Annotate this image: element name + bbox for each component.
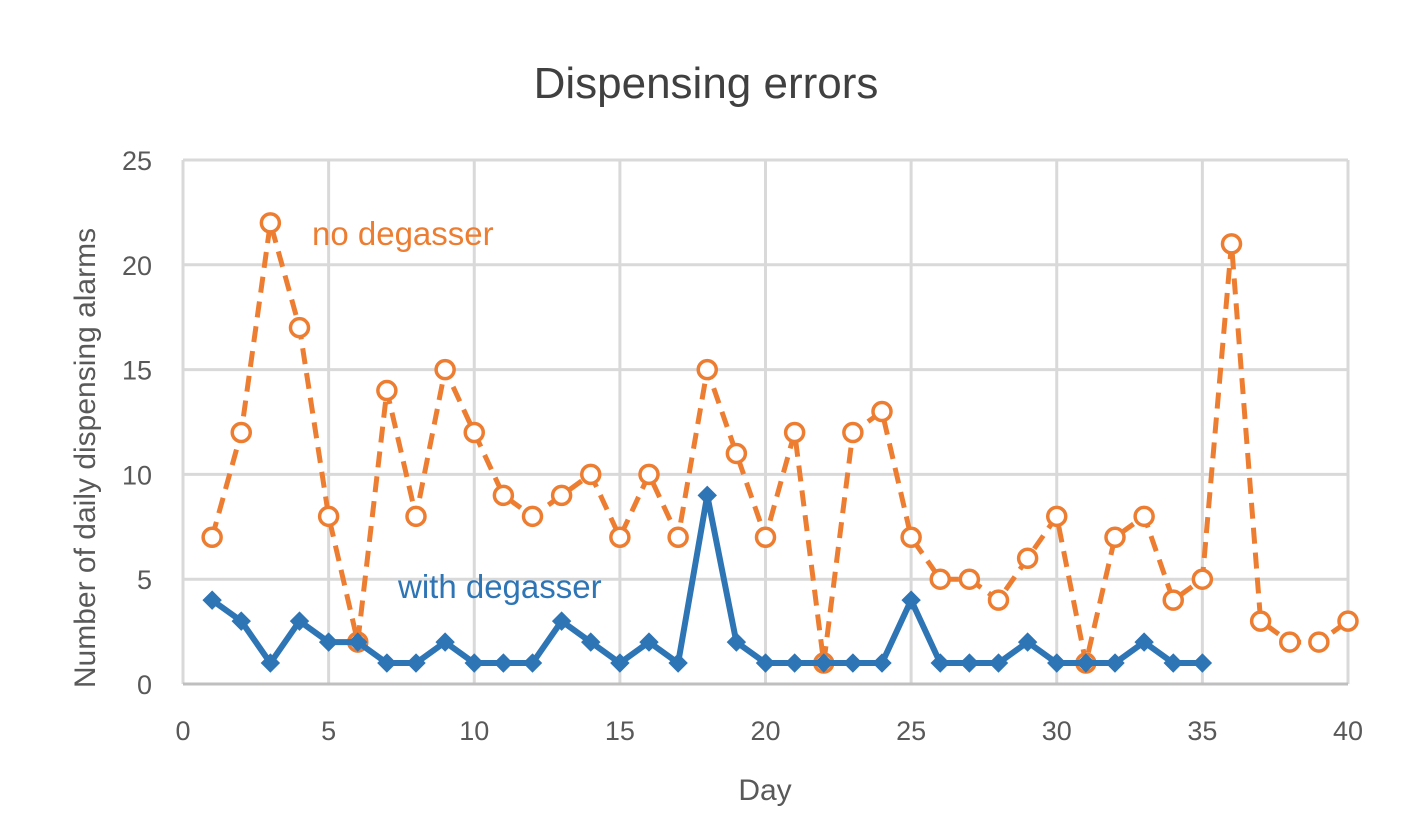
y-tick-label: 0 bbox=[137, 670, 152, 700]
series-label-no-degasser: no degasser bbox=[312, 215, 494, 252]
data-point bbox=[667, 526, 689, 549]
data-point bbox=[1047, 653, 1067, 673]
data-point bbox=[754, 526, 777, 549]
data-point bbox=[930, 653, 950, 673]
data-point bbox=[1249, 610, 1272, 632]
y-tick-label: 5 bbox=[137, 565, 152, 595]
data-point bbox=[784, 653, 805, 673]
x-tick-label: 35 bbox=[1187, 716, 1217, 746]
data-point bbox=[987, 589, 1010, 611]
chart-title: Dispensing errors bbox=[534, 59, 879, 108]
data-point bbox=[1133, 505, 1155, 528]
data-point bbox=[842, 421, 864, 444]
x-tick-label: 10 bbox=[459, 716, 489, 746]
data-point bbox=[725, 442, 748, 465]
x-axis-title: Day bbox=[738, 774, 791, 807]
data-point bbox=[522, 653, 543, 673]
data-point bbox=[1016, 547, 1039, 569]
data-point bbox=[580, 463, 602, 486]
data-point bbox=[697, 485, 717, 506]
x-tick-label: 15 bbox=[605, 716, 635, 746]
data-point bbox=[900, 526, 922, 549]
data-point bbox=[668, 653, 688, 673]
data-point bbox=[551, 611, 572, 631]
data-point bbox=[1191, 568, 1214, 590]
data-point bbox=[435, 632, 455, 652]
series-with-degasser bbox=[202, 485, 1213, 673]
data-point bbox=[696, 358, 718, 381]
data-point bbox=[492, 484, 515, 507]
x-tick-label: 30 bbox=[1042, 716, 1072, 746]
data-point bbox=[377, 653, 397, 673]
x-tick-label: 20 bbox=[750, 716, 780, 746]
x-tick-label: 25 bbox=[896, 716, 926, 746]
data-point bbox=[726, 632, 747, 652]
x-tick-label: 0 bbox=[175, 716, 190, 746]
y-tick-label: 25 bbox=[122, 146, 152, 176]
data-point bbox=[1017, 632, 1038, 652]
data-point bbox=[434, 358, 456, 381]
data-point bbox=[1337, 610, 1359, 632]
data-point bbox=[376, 379, 398, 402]
data-point bbox=[929, 568, 951, 590]
data-point bbox=[1279, 631, 1301, 653]
data-point bbox=[581, 632, 601, 652]
data-point bbox=[405, 505, 427, 528]
data-point bbox=[317, 505, 340, 528]
data-point bbox=[959, 653, 980, 673]
x-tick-label: 5 bbox=[321, 716, 336, 746]
data-point bbox=[1046, 505, 1068, 528]
data-point bbox=[288, 316, 311, 339]
data-point bbox=[843, 653, 863, 673]
y-tick-label: 20 bbox=[122, 251, 152, 281]
data-point bbox=[1192, 653, 1213, 673]
data-point bbox=[1076, 653, 1096, 673]
data-point bbox=[201, 526, 223, 549]
data-point bbox=[1134, 632, 1154, 652]
data-point bbox=[609, 526, 631, 549]
data-point bbox=[1162, 589, 1184, 611]
data-point bbox=[464, 653, 484, 673]
data-point bbox=[550, 484, 573, 507]
data-point bbox=[958, 568, 981, 590]
data-point bbox=[814, 653, 834, 673]
data-point bbox=[230, 421, 252, 444]
data-point bbox=[901, 590, 921, 610]
data-point bbox=[231, 611, 251, 631]
data-point bbox=[755, 653, 776, 673]
data-point bbox=[1104, 526, 1126, 549]
y-tick-label: 10 bbox=[122, 460, 152, 490]
data-point bbox=[1308, 631, 1330, 653]
data-point bbox=[348, 632, 368, 652]
data-point bbox=[610, 653, 630, 673]
grid bbox=[181, 158, 1350, 686]
data-point bbox=[638, 463, 660, 486]
data-point bbox=[988, 653, 1009, 673]
series-line-no-degasser bbox=[209, 220, 1350, 666]
data-point bbox=[521, 505, 544, 528]
data-point bbox=[318, 632, 339, 652]
data-point bbox=[259, 212, 282, 234]
data-point bbox=[260, 653, 281, 673]
y-tick-label: 15 bbox=[122, 356, 152, 386]
series-no-degasser bbox=[201, 212, 1359, 674]
data-point bbox=[202, 590, 222, 610]
y-axis-title: Number of daily dispensing alarms bbox=[69, 228, 102, 688]
data-point bbox=[289, 611, 310, 631]
series bbox=[201, 212, 1359, 674]
data-point bbox=[872, 653, 892, 673]
data-point bbox=[783, 421, 806, 444]
series-label-with-degasser: with degasser bbox=[397, 568, 602, 605]
data-point bbox=[1105, 653, 1125, 673]
data-point bbox=[1220, 233, 1243, 255]
data-point bbox=[639, 632, 659, 652]
data-point bbox=[1163, 653, 1183, 673]
tick-labels: 0 5 10 15 20 25 30 35 40 0 5 10 15 20 25 bbox=[122, 146, 1363, 746]
data-point bbox=[493, 653, 514, 673]
data-point bbox=[406, 653, 426, 673]
data-point bbox=[463, 421, 485, 444]
data-point bbox=[871, 400, 893, 423]
x-tick-label: 40 bbox=[1333, 716, 1363, 746]
